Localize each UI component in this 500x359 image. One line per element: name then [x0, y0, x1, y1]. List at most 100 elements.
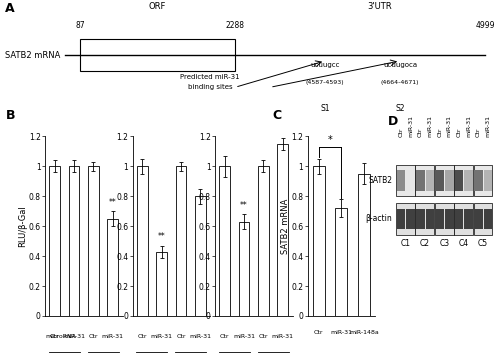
Bar — [454, 209, 464, 229]
Bar — [335, 208, 347, 316]
Bar — [396, 203, 415, 235]
Text: Ctr: Ctr — [398, 128, 404, 137]
Text: miR-31: miR-31 — [190, 334, 212, 339]
Bar — [278, 144, 288, 316]
Bar — [474, 165, 492, 196]
Text: **: ** — [158, 232, 166, 241]
Text: Ctr: Ctr — [476, 128, 481, 137]
Y-axis label: SATB2 mRNA: SATB2 mRNA — [281, 199, 290, 254]
Bar — [396, 170, 405, 191]
Bar — [484, 209, 492, 229]
Text: Ctr: Ctr — [176, 334, 186, 339]
Bar — [396, 209, 405, 229]
Bar — [454, 170, 464, 191]
Text: 4999: 4999 — [475, 21, 495, 30]
Bar — [426, 170, 434, 191]
Text: Ctr: Ctr — [138, 334, 147, 339]
Bar — [406, 170, 415, 191]
Text: Predicted miR-31: Predicted miR-31 — [180, 74, 240, 80]
Text: D: D — [388, 115, 398, 128]
Bar — [195, 196, 205, 316]
Text: miR-31: miR-31 — [447, 116, 452, 137]
Text: B: B — [6, 109, 16, 122]
Text: SATB2: SATB2 — [368, 176, 392, 185]
Text: *: * — [328, 135, 332, 145]
Text: S1: S1 — [320, 104, 330, 113]
Text: ORF: ORF — [149, 3, 166, 11]
Bar — [474, 209, 482, 229]
Bar — [416, 170, 424, 191]
Text: miR-31: miR-31 — [408, 116, 413, 137]
Text: miR-31: miR-31 — [466, 116, 471, 137]
Bar — [454, 165, 473, 196]
Text: C1: C1 — [400, 239, 410, 248]
Text: 87: 87 — [75, 21, 85, 30]
Bar — [88, 166, 99, 316]
Y-axis label: RLU/β-Gal: RLU/β-Gal — [18, 205, 28, 247]
Text: miR-31: miR-31 — [486, 116, 490, 137]
Bar — [50, 166, 60, 316]
Bar — [474, 203, 492, 235]
Text: miR-31: miR-31 — [233, 334, 255, 339]
Text: miR-31: miR-31 — [272, 334, 294, 339]
Bar — [426, 209, 434, 229]
Text: miR-148a: miR-148a — [349, 330, 378, 335]
Text: 3'UTR: 3'UTR — [368, 3, 392, 11]
Text: β-actin: β-actin — [366, 214, 392, 223]
Bar — [312, 166, 325, 316]
Text: Ctr: Ctr — [314, 330, 324, 335]
Bar — [454, 203, 473, 235]
Text: miR-31: miR-31 — [330, 330, 352, 335]
Bar — [484, 170, 492, 191]
Text: miR-31: miR-31 — [102, 334, 124, 339]
Text: (4664-4671): (4664-4671) — [381, 80, 419, 85]
Text: Ctr: Ctr — [437, 128, 442, 137]
Bar — [445, 209, 454, 229]
Bar — [416, 209, 424, 229]
Bar — [220, 166, 230, 316]
Text: Ctr: Ctr — [220, 334, 230, 339]
FancyBboxPatch shape — [80, 39, 235, 71]
Text: SATB2 mRNA: SATB2 mRNA — [5, 51, 60, 60]
Bar — [108, 219, 118, 316]
Bar — [464, 170, 473, 191]
Text: binding sites: binding sites — [188, 84, 232, 90]
Bar — [474, 170, 482, 191]
Bar — [416, 165, 434, 196]
Bar — [435, 203, 454, 235]
Text: S2: S2 — [395, 104, 405, 113]
Text: C2: C2 — [420, 239, 430, 248]
Text: (4587-4593): (4587-4593) — [306, 80, 344, 85]
Bar — [176, 166, 186, 316]
Text: **: ** — [109, 198, 116, 207]
Text: microRNA: microRNA — [46, 334, 76, 339]
Text: C3: C3 — [439, 239, 450, 248]
Bar — [396, 165, 415, 196]
Bar — [358, 174, 370, 316]
Text: 2288: 2288 — [226, 21, 244, 30]
Text: C: C — [272, 109, 281, 122]
Bar — [416, 203, 434, 235]
Text: Ctr: Ctr — [50, 334, 59, 339]
Bar — [68, 166, 80, 316]
Bar — [258, 166, 269, 316]
Bar — [445, 170, 454, 191]
Text: miR-31: miR-31 — [63, 334, 85, 339]
Bar — [436, 170, 444, 191]
Bar — [435, 165, 454, 196]
Text: **: ** — [240, 201, 248, 210]
Text: ucuugcc: ucuugcc — [310, 62, 340, 68]
Text: ucuugoca: ucuugoca — [383, 62, 417, 68]
Text: A: A — [5, 2, 15, 15]
Text: Ctr: Ctr — [258, 334, 268, 339]
Bar — [436, 209, 444, 229]
Bar — [238, 222, 250, 316]
Text: miR-31: miR-31 — [428, 116, 432, 137]
Bar — [156, 252, 167, 316]
Text: Ctr: Ctr — [418, 128, 423, 137]
Text: miR-31: miR-31 — [150, 334, 172, 339]
Text: C5: C5 — [478, 239, 488, 248]
Bar — [406, 209, 415, 229]
Bar — [464, 209, 473, 229]
Text: Ctr: Ctr — [88, 334, 98, 339]
